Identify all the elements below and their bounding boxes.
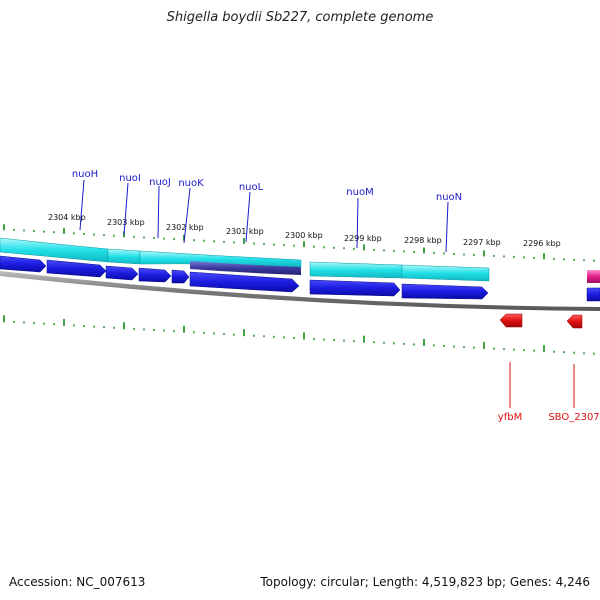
top-gene-labels: nuoH nuoI nuoJ nuoK nuoL nuoM nuoN — [72, 169, 462, 203]
kbp-label: 2304 kbp — [48, 213, 86, 222]
cyan-gene-track — [0, 237, 490, 282]
kbp-label: 2301 kbp — [226, 227, 264, 236]
gene-label-nuoH: nuoH — [72, 169, 98, 180]
gene-label-yfbM: yfbM — [498, 412, 522, 423]
map-title: Shigella boydii Sb227, complete genome — [166, 10, 434, 25]
blue-gene-arrow — [309, 279, 401, 297]
gene-label-nuoL: nuoL — [239, 182, 264, 193]
navy-gene-block — [190, 261, 301, 275]
bottom-tick-marks — [3, 315, 595, 355]
kbp-label: 2303 kbp — [107, 218, 145, 227]
red-arrow-genes — [499, 313, 583, 329]
genome-backbone — [0, 271, 600, 311]
accession-text: Accession: NC_007613 — [9, 575, 146, 589]
blue-gene-arrow — [46, 259, 107, 278]
kbp-scale-labels: 2304 kbp 2303 kbp 2302 kbp 2301 kbp 2300… — [48, 213, 561, 248]
gene-label-nuoI: nuoI — [119, 173, 141, 184]
kbp-label: 2298 kbp — [404, 236, 442, 245]
blue-arrow-genes — [0, 255, 600, 302]
magenta-feature — [587, 270, 600, 283]
genome-summary-text: Topology: circular; Length: 4,519,823 bp… — [260, 575, 590, 589]
bottom-gene-labels: yfbM SBO_2307 — [498, 412, 600, 423]
blue-gene-arrow — [138, 267, 172, 283]
gene-label-nuoK: nuoK — [178, 178, 204, 189]
kbp-label: 2297 kbp — [463, 238, 501, 247]
red-gene-arrow — [566, 314, 583, 329]
red-gene-arrow — [499, 313, 523, 328]
cyan-gene-block — [107, 248, 141, 265]
kbp-label: 2302 kbp — [166, 223, 204, 232]
top-leader-lines — [79, 179, 449, 253]
gene-label-nuoJ: nuoJ — [149, 177, 171, 188]
blue-gene-arrow — [0, 255, 47, 273]
gene-label-SBO_2307: SBO_2307 — [548, 412, 599, 423]
bottom-leader-lines — [509, 362, 575, 408]
blue-gene-arrow — [105, 265, 139, 281]
cyan-gene-block — [401, 264, 490, 282]
gene-label-nuoN: nuoN — [436, 192, 462, 203]
blue-gene-arrow — [586, 287, 600, 302]
blue-gene-arrow — [401, 283, 489, 300]
blue-gene-arrow — [189, 271, 300, 293]
cyan-gene-block — [309, 261, 403, 279]
kbp-label: 2296 kbp — [523, 239, 561, 248]
kbp-label: 2299 kbp — [344, 234, 382, 243]
gene-label-nuoM: nuoM — [346, 187, 373, 198]
blue-gene-arrow — [171, 269, 190, 284]
kbp-label: 2300 kbp — [285, 231, 323, 240]
